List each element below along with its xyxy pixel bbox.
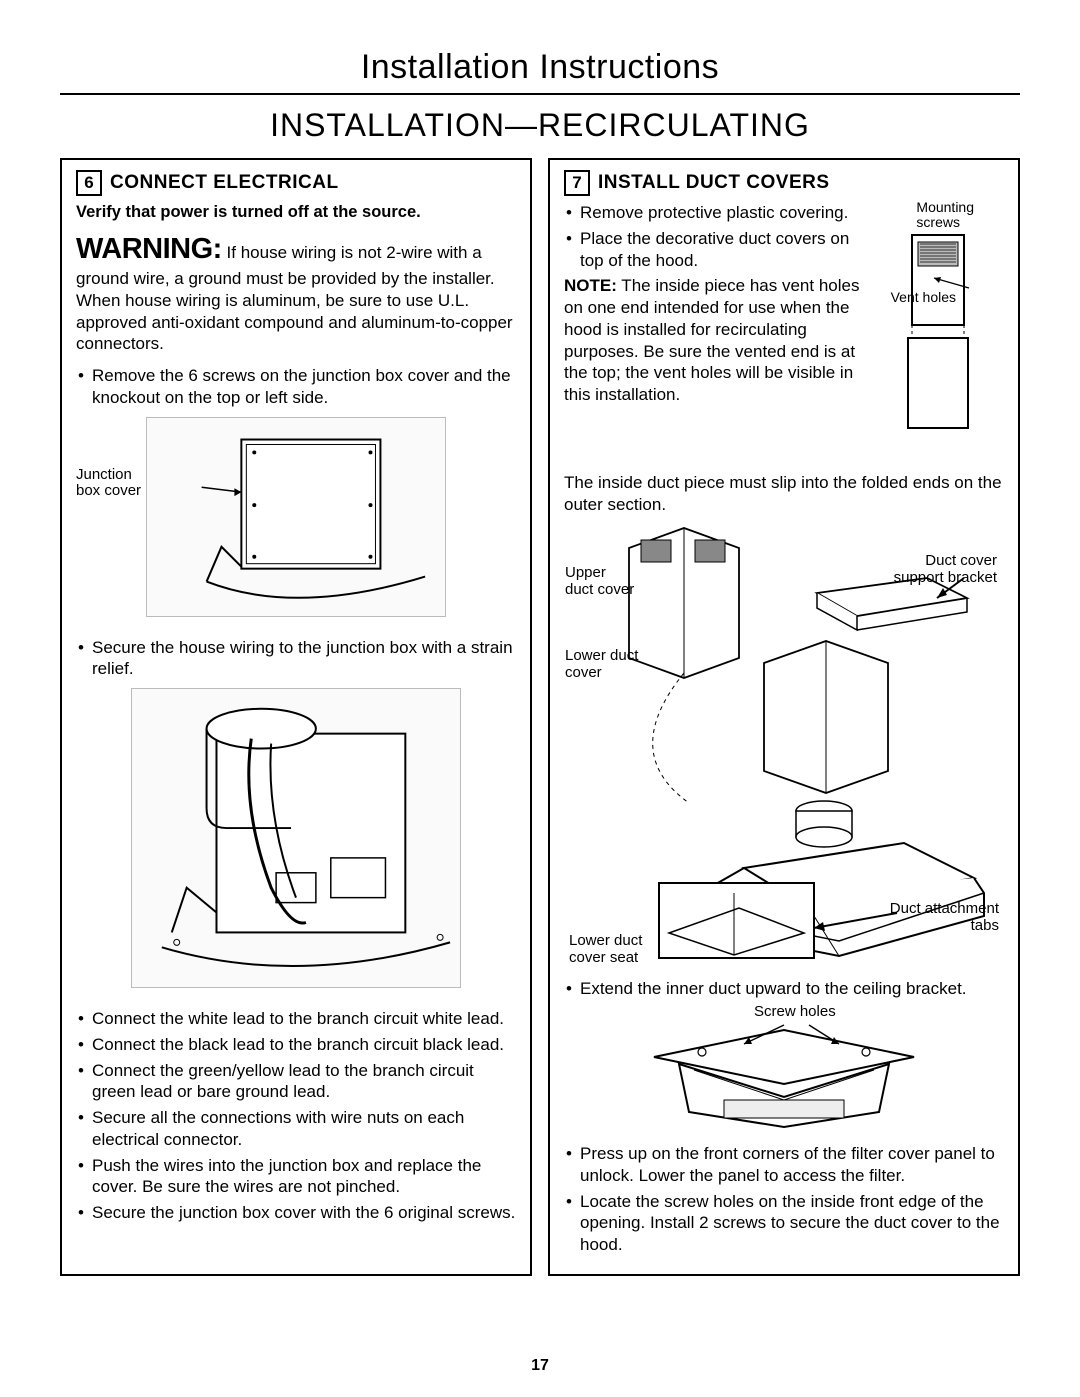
label-vent-holes: Vent holes bbox=[891, 290, 956, 305]
document-page: Installation Instructions INSTALLATION—R… bbox=[0, 0, 1080, 1397]
step7-number-box: 7 bbox=[564, 170, 590, 196]
warning-word: WARNING: bbox=[76, 233, 222, 265]
label-mounting-screws: Mounting screws bbox=[916, 200, 974, 231]
step6-bullets-b: Secure the house wiring to the junction … bbox=[76, 637, 516, 681]
list-item: Remove protective plastic covering. bbox=[578, 202, 868, 224]
page-subtitle: INSTALLATION—RECIRCULATING bbox=[60, 107, 1020, 144]
list-item: Push the wires into the junction box and… bbox=[90, 1155, 516, 1199]
note-text: The inside piece has vent holes on one e… bbox=[564, 276, 859, 404]
note-paragraph: NOTE: The inside piece has vent holes on… bbox=[564, 275, 868, 406]
step6-header: 6 CONNECT ELECTRICAL bbox=[76, 170, 516, 196]
list-item: Locate the screw holes on the inside fro… bbox=[578, 1191, 1004, 1256]
figure-filter-panel: Screw holes bbox=[564, 1008, 1004, 1133]
list-item: Place the decorative duct covers on top … bbox=[578, 228, 868, 272]
label-duct-attachment-tabs: Duct attachment tabs bbox=[890, 901, 999, 934]
left-column-step6: 6 CONNECT ELECTRICAL Verify that power i… bbox=[60, 158, 532, 1276]
label-screw-holes: Screw holes bbox=[754, 1004, 836, 1021]
filter-panel-diagram: Screw holes bbox=[634, 1008, 934, 1128]
step7-bullets-a: Remove protective plastic covering. Plac… bbox=[564, 202, 868, 271]
wiring-diagram bbox=[131, 688, 461, 988]
verify-power-off: Verify that power is turned off at the s… bbox=[76, 202, 516, 223]
step6-bullets-c: Connect the white lead to the branch cir… bbox=[76, 1008, 516, 1224]
right-column-step7: 7 INSTALL DUCT COVERS Remove protective … bbox=[548, 158, 1020, 1276]
step6-bullets-a: Remove the 6 screws on the junction box … bbox=[76, 365, 516, 409]
step7-title: INSTALL DUCT COVERS bbox=[598, 171, 830, 195]
list-item: Connect the green/yellow lead to the bra… bbox=[90, 1060, 516, 1104]
hood-assembly-diagram: Upper duct cover Duct cover support brac… bbox=[569, 523, 999, 963]
step6-title: CONNECT ELECTRICAL bbox=[110, 171, 339, 195]
list-item: Connect the black lead to the branch cir… bbox=[90, 1034, 516, 1056]
list-item: Connect the white lead to the branch cir… bbox=[90, 1008, 516, 1030]
junction-box-diagram bbox=[146, 417, 446, 617]
figure-hood-assembly: Upper duct cover Duct cover support brac… bbox=[564, 523, 1004, 968]
step7-bullets-b: Extend the inner duct upward to the ceil… bbox=[564, 978, 1004, 1000]
page-title: Installation Instructions bbox=[60, 48, 1020, 87]
step7-bullets-c: Press up on the front corners of the fil… bbox=[564, 1143, 1004, 1256]
label-lower-duct-cover-seat: Lower duct cover seat bbox=[569, 933, 642, 966]
figure-wiring bbox=[76, 688, 516, 998]
list-item: Extend the inner duct upward to the ceil… bbox=[578, 978, 1004, 1000]
two-column-layout: 6 CONNECT ELECTRICAL Verify that power i… bbox=[60, 158, 1020, 1276]
label-junction-box-cover: Junction box cover bbox=[76, 467, 141, 500]
title-rule bbox=[60, 93, 1020, 95]
step6-number-box: 6 bbox=[76, 170, 102, 196]
figure-duct-vent: Mounting screws bbox=[874, 202, 1004, 466]
list-item: Secure the junction box cover with the 6… bbox=[90, 1202, 516, 1224]
label-lower-duct-cover: Lower duct cover bbox=[565, 648, 638, 681]
label-upper-duct-cover: Upper duct cover bbox=[565, 565, 634, 598]
warning-paragraph: WARNING: If house wiring is not 2-wire w… bbox=[76, 231, 516, 355]
step7-header: 7 INSTALL DUCT COVERS bbox=[564, 170, 1004, 196]
page-number: 17 bbox=[531, 1357, 549, 1375]
duct-slip-paragraph: The inside duct piece must slip into the… bbox=[564, 472, 1004, 516]
note-label: NOTE: bbox=[564, 276, 617, 295]
list-item: Press up on the front corners of the fil… bbox=[578, 1143, 1004, 1187]
label-duct-cover-support-bracket: Duct cover support bracket bbox=[894, 553, 997, 586]
list-item: Remove the 6 screws on the junction box … bbox=[90, 365, 516, 409]
list-item: Secure all the connections with wire nut… bbox=[90, 1107, 516, 1151]
list-item: Secure the house wiring to the junction … bbox=[90, 637, 516, 681]
figure-junction-box: Junction box cover bbox=[76, 417, 516, 627]
